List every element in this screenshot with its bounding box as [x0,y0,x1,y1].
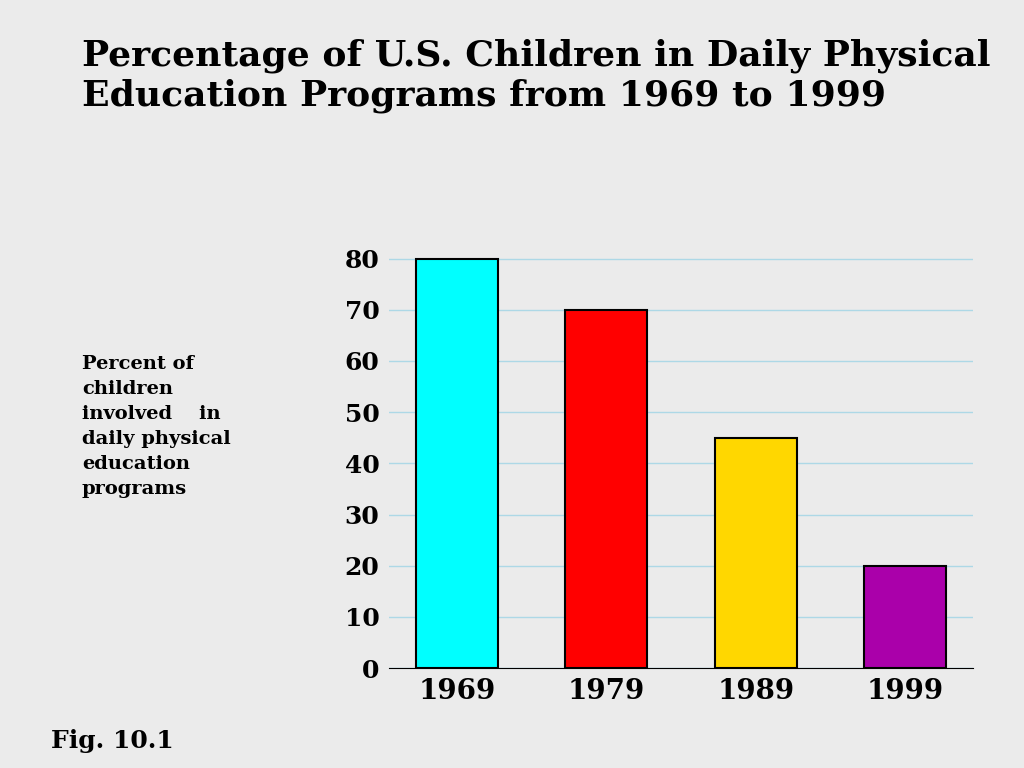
Bar [565,310,647,668]
Text: Percentage of U.S. Children in Daily Physical
Education Programs from 1969 to 19: Percentage of U.S. Children in Daily Phy… [82,38,990,113]
Bar [864,566,946,668]
Text: Fig. 10.1: Fig. 10.1 [51,729,174,753]
Bar [416,259,498,668]
Bar [715,438,797,668]
Text: Percent of
children
involved    in
daily physical
education
programs: Percent of children involved in daily ph… [82,355,230,498]
